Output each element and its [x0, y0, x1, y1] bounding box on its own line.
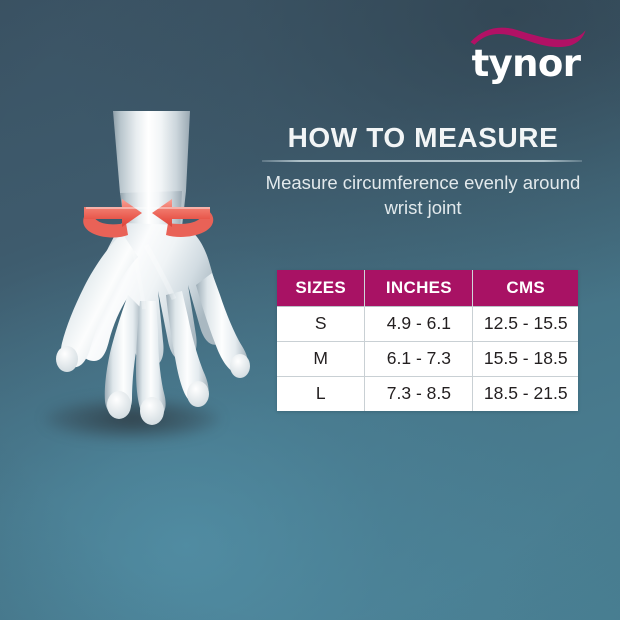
tynor-logo: tynor: [462, 24, 590, 92]
logo-wordmark: tynor: [471, 42, 581, 85]
table-row: S 4.9 - 6.1 12.5 - 15.5: [277, 305, 578, 341]
fingertip: [187, 381, 209, 407]
thumb-tip: [56, 346, 78, 372]
cell-cms: 18.5 - 21.5: [472, 375, 578, 411]
cell-size: L: [277, 375, 366, 411]
drop-shadow-ellipse: [44, 398, 220, 440]
cell-inches: 4.9 - 6.1: [364, 305, 474, 341]
size-chart-table: SIZES INCHES CMS S 4.9 - 6.1 12.5 - 15.5…: [277, 270, 578, 411]
fingertip: [107, 391, 131, 419]
hand-and-wrist-illustration: [56, 111, 250, 425]
measuring-band-arrows-icon: [83, 199, 214, 238]
cell-inches: 7.3 - 8.5: [364, 375, 474, 411]
cell-cms: 15.5 - 18.5: [472, 340, 578, 376]
cell-size: S: [277, 305, 366, 341]
table-header: SIZES INCHES CMS: [277, 270, 578, 306]
fingertip: [230, 354, 250, 378]
table-row: L 7.3 - 8.5 18.5 - 21.5: [277, 375, 578, 411]
table-header-row: SIZES INCHES CMS: [277, 270, 578, 306]
page-subtitle: Measure circumference evenly around wris…: [265, 172, 581, 218]
title-divider: [262, 160, 582, 162]
page-title: HOW TO MEASURE: [287, 122, 559, 153]
table-body: S 4.9 - 6.1 12.5 - 15.5 M 6.1 - 7.3 15.5…: [277, 305, 578, 411]
column-header-sizes: SIZES: [277, 270, 366, 306]
column-header-cms: CMS: [472, 270, 578, 306]
table-row: M 6.1 - 7.3 15.5 - 18.5: [277, 340, 578, 376]
cell-inches: 6.1 - 7.3: [364, 340, 474, 376]
fingertip: [140, 397, 164, 425]
hand-icon: [56, 111, 250, 425]
swoosh-icon: [470, 27, 586, 48]
cell-size: M: [277, 340, 366, 376]
cell-cms: 12.5 - 15.5: [472, 305, 578, 341]
column-header-inches: INCHES: [364, 270, 474, 306]
